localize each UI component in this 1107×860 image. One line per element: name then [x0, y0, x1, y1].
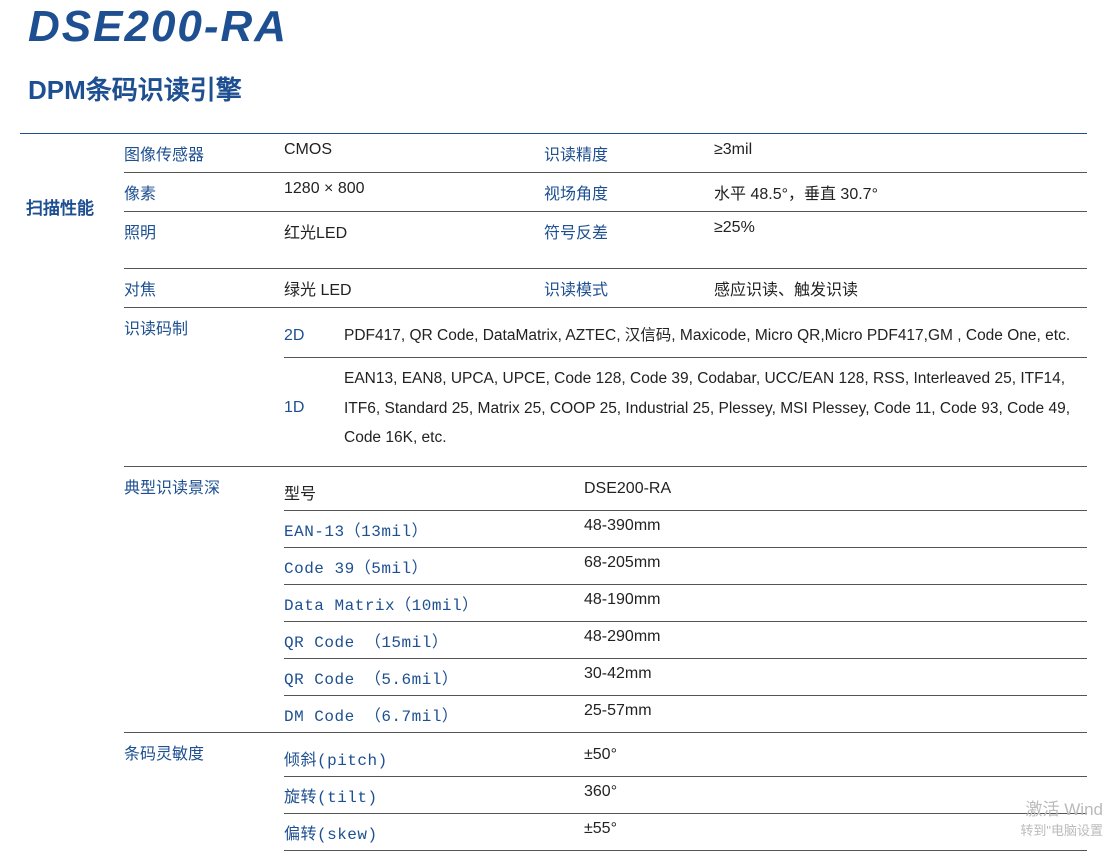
spec-value: ≥3mil: [714, 141, 1087, 159]
code-row: 2D PDF417, QR Code, DataMatrix, AZTEC, 汉…: [284, 315, 1087, 358]
spec-label: 图像传感器: [124, 141, 284, 165]
sensitivity-row: 倾斜(pitch) ±50°: [284, 740, 1087, 777]
sensitivity-row-label: 偏转(skew): [284, 820, 584, 844]
sensitivity-block: 条码灵敏度 倾斜(pitch) ±50° 旋转(tilt) 360° 偏转(sk…: [124, 733, 1087, 851]
spec-label: 照明: [124, 219, 284, 243]
spec-label: 视场角度: [544, 180, 714, 204]
code-text: PDF417, QR Code, DataMatrix, AZTEC, 汉信码,…: [344, 321, 1087, 350]
spec-value: 绿光 LED: [284, 276, 544, 300]
code-tag: 1D: [284, 393, 344, 423]
table-row: 图像传感器 CMOS 识读精度 ≥3mil: [124, 134, 1087, 173]
depth-row-label: EAN-13（13mil）: [284, 517, 584, 541]
spec-value: CMOS: [284, 141, 544, 159]
depth-row-value: 48-290mm: [584, 628, 1087, 652]
depth-row-value: 48-190mm: [584, 591, 1087, 615]
spec-label: 识读精度: [544, 141, 714, 165]
depth-row-value: 68-205mm: [584, 554, 1087, 578]
depth-header-value: DSE200-RA: [584, 480, 1087, 504]
sensitivity-row-value: ±55°: [584, 820, 1087, 844]
depth-row-label: DM Code （6.7mil）: [284, 702, 584, 726]
spec-value: 1280 × 800: [284, 180, 544, 198]
depth-row-value: 30-42mm: [584, 665, 1087, 689]
table-row: 对焦 绿光 LED 识读模式 感应识读、触发识读: [124, 269, 1087, 308]
model-title: DSE200-RA: [20, 0, 1087, 52]
sensitivity-row: 旋转(tilt) 360°: [284, 777, 1087, 814]
depth-row-label: QR Code （5.6mil）: [284, 665, 584, 689]
spec-value: 感应识读、触发识读: [714, 276, 1087, 300]
depth-row: QR Code （15mil） 48-290mm: [284, 622, 1087, 659]
spec-value: 红光LED: [284, 219, 544, 243]
depth-row: Data Matrix（10mil） 48-190mm: [284, 585, 1087, 622]
depth-row: EAN-13（13mil） 48-390mm: [284, 511, 1087, 548]
sensitivity-label: 条码灵敏度: [124, 740, 284, 851]
sensitivity-row-label: 旋转(tilt): [284, 783, 584, 807]
table-row: 像素 1280 × 800 视场角度 水平 48.5°，垂直 30.7°: [124, 173, 1087, 212]
code-text: EAN13, EAN8, UPCA, UPCE, Code 128, Code …: [344, 364, 1087, 452]
depth-row: Code 39（5mil） 68-205mm: [284, 548, 1087, 585]
depth-row: QR Code （5.6mil） 30-42mm: [284, 659, 1087, 696]
depth-row: DM Code （6.7mil） 25-57mm: [284, 696, 1087, 732]
depth-label: 典型识读景深: [124, 474, 284, 732]
spec-label: 识读模式: [544, 276, 714, 300]
section-label: 扫描性能: [20, 134, 120, 851]
spec-value: 水平 48.5°，垂直 30.7°: [714, 180, 1087, 204]
spec-label: 像素: [124, 180, 284, 204]
spec-label: 符号反差: [544, 219, 714, 243]
depth-row-label: Code 39（5mil）: [284, 554, 584, 578]
spec-value: ≥25%: [714, 219, 1087, 237]
depth-row-label: QR Code （15mil）: [284, 628, 584, 652]
sensitivity-row-value: ±50°: [584, 746, 1087, 770]
sensitivity-row-label: 倾斜(pitch): [284, 746, 584, 770]
depth-block: 典型识读景深 型号 DSE200-RA EAN-13（13mil） 48-390…: [124, 467, 1087, 733]
subtitle: DPM条码识读引擎: [20, 52, 1087, 133]
spec-content: 图像传感器 CMOS 识读精度 ≥3mil 像素 1280 × 800 视场角度…: [120, 134, 1087, 851]
depth-row-value: 48-390mm: [584, 517, 1087, 541]
code-row: 1D EAN13, EAN8, UPCA, UPCE, Code 128, Co…: [284, 358, 1087, 458]
code-tag: 2D: [284, 321, 344, 351]
depth-header-label: 型号: [284, 480, 584, 504]
table-row: 照明 红光LED 符号反差 ≥25%: [124, 212, 1087, 250]
sensitivity-row-value: 360°: [584, 783, 1087, 807]
depth-header-row: 型号 DSE200-RA: [284, 474, 1087, 511]
codes-block: 识读码制 2D PDF417, QR Code, DataMatrix, AZT…: [124, 308, 1087, 467]
codes-label: 识读码制: [124, 315, 284, 339]
depth-row-label: Data Matrix（10mil）: [284, 591, 584, 615]
sensitivity-row: 偏转(skew) ±55°: [284, 814, 1087, 851]
depth-row-value: 25-57mm: [584, 702, 1087, 726]
spec-label: 对焦: [124, 276, 284, 300]
